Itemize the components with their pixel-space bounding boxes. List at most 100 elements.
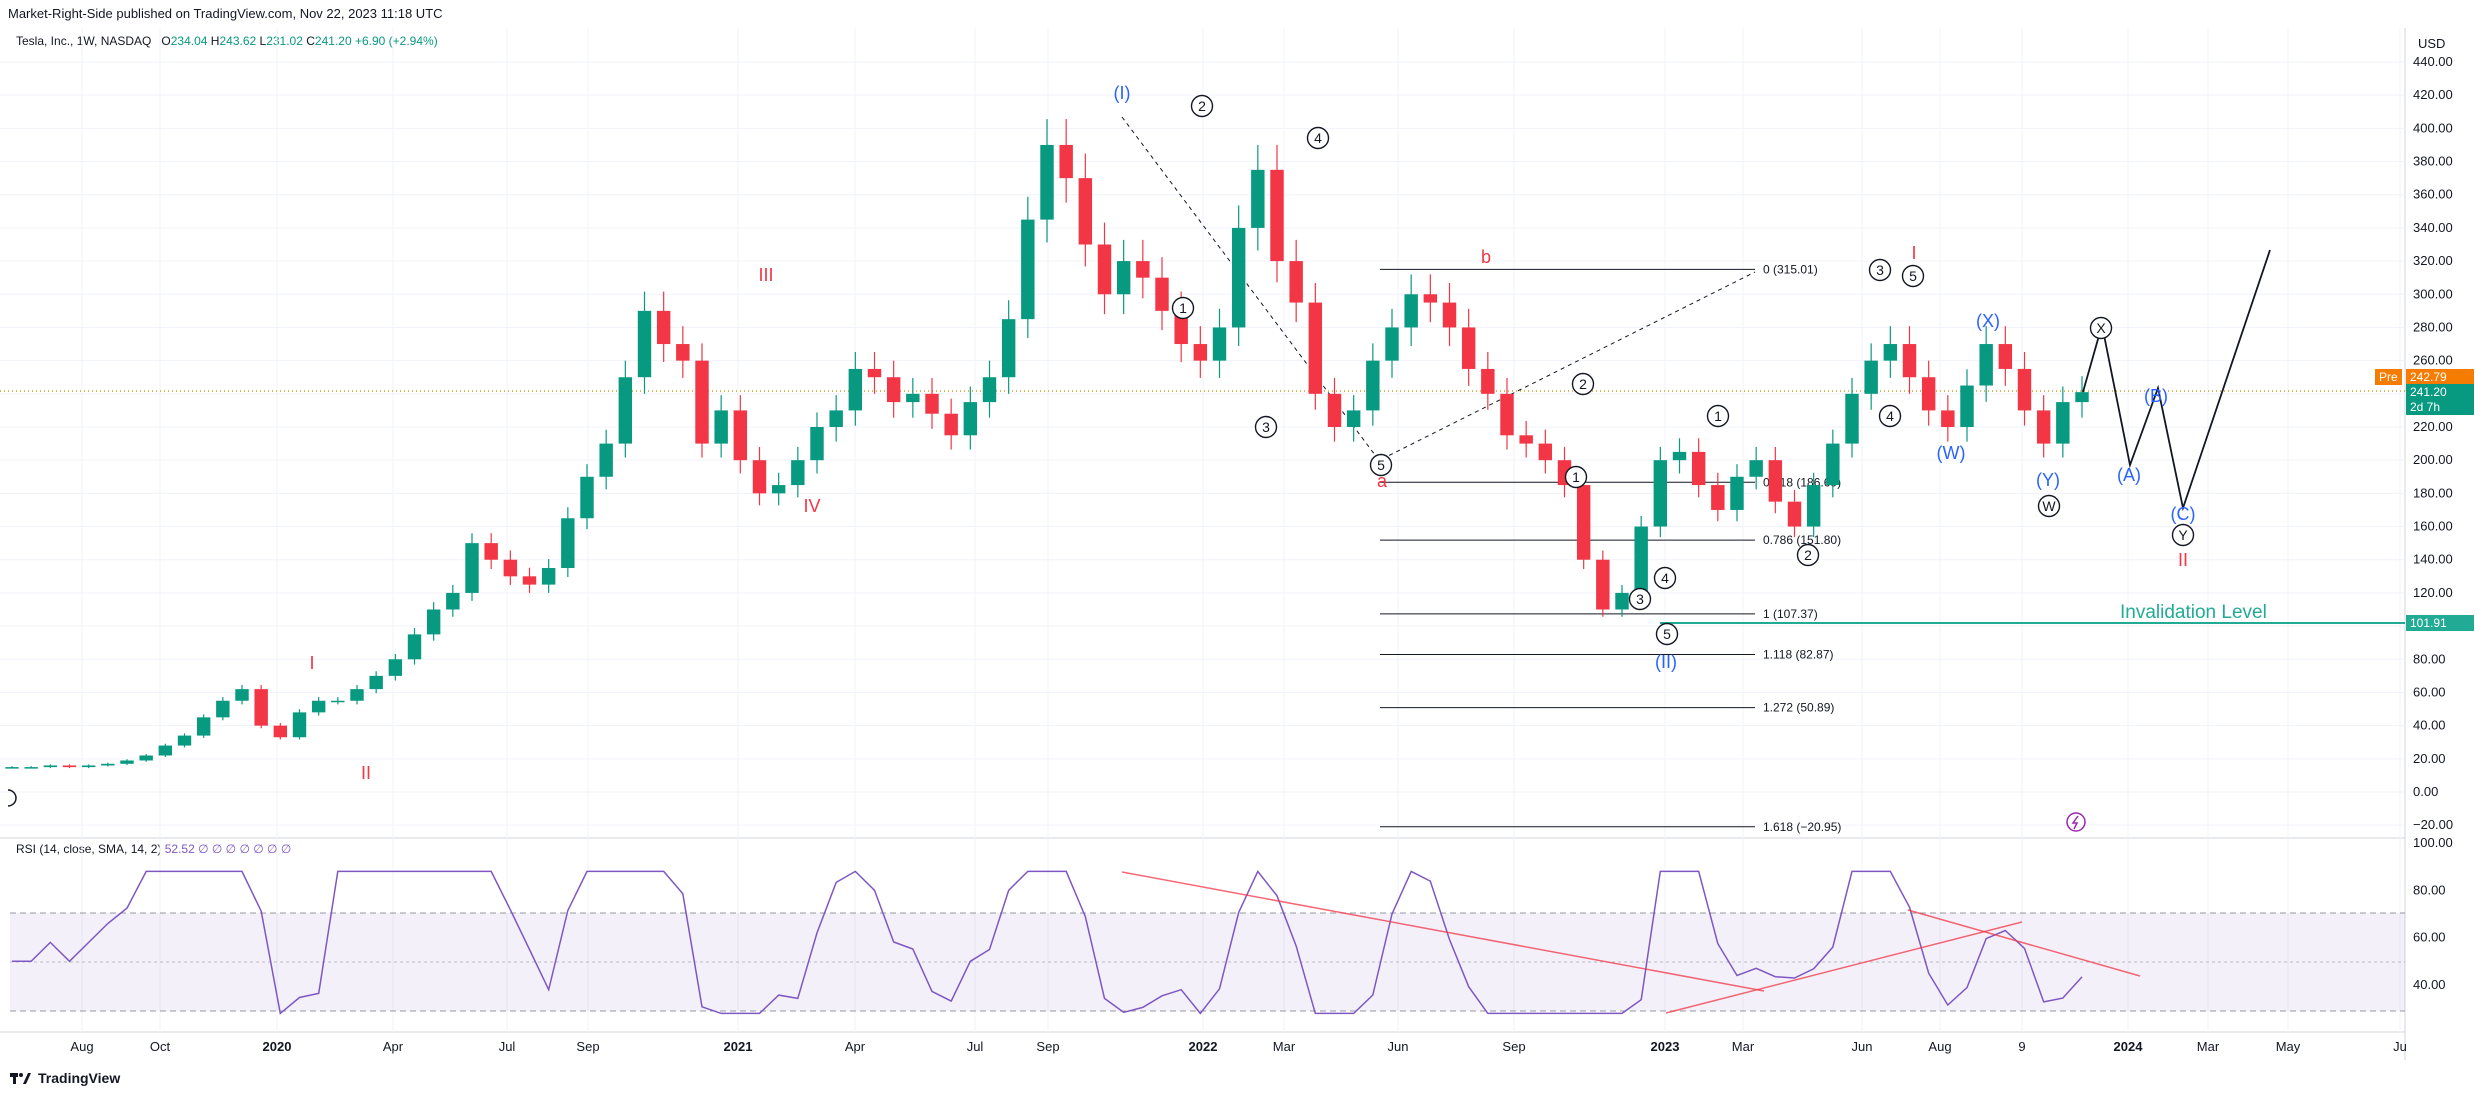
- candle-body: [1538, 443, 1553, 461]
- fibonacci-extension[interactable]: 0 (315.01) 0.618 (186.69) 0.786 (151.80) 1 …: [1380, 262, 1841, 834]
- candle-body: [1596, 559, 1610, 610]
- price-tick-label: 420.00: [2413, 87, 2453, 102]
- high-label: H: [210, 34, 220, 48]
- candle-body: [81, 765, 96, 768]
- candle-body: [982, 377, 997, 403]
- candle-body: [1040, 144, 1054, 220]
- time-tick-label: 2023: [1651, 1039, 1680, 1054]
- candle-body: [714, 410, 728, 444]
- rsi-line: [12, 869, 2083, 1015]
- time-tick-label: Mar: [2197, 1039, 2220, 1054]
- symbol-title: Tesla, Inc., 1W, NASDAQ: [16, 34, 152, 48]
- candle-body: [62, 765, 77, 768]
- circled-wave-marker: [2089, 316, 2113, 340]
- candle-body: [1097, 244, 1112, 295]
- candle-body: [350, 689, 364, 701]
- candle-body: [1653, 460, 1668, 527]
- circled-wave-label: 3: [1876, 262, 1884, 278]
- rsi-tick-label: 60.00: [2413, 930, 2446, 945]
- time-tick-label: Jun: [1852, 1039, 1873, 1054]
- wave-label-blue: (II): [1655, 652, 1677, 672]
- time-axis[interactable]: Aug Oct 2020 Apr Jul Sep 2021 Apr Jul Sep 2022 Mar J…: [70, 1039, 2406, 1054]
- candle-body: [139, 755, 153, 761]
- circled-wave-label: 1: [1572, 469, 1580, 485]
- candle-body: [829, 410, 843, 427]
- change-value: +6.90 (+2.94%): [354, 34, 438, 48]
- tradingview-logo[interactable]: TradingView: [10, 1070, 120, 1086]
- fib-trend-line: [1381, 271, 1756, 460]
- rsi-tick-label: 40.00: [2413, 977, 2446, 992]
- candle-body: [1442, 302, 1457, 328]
- price-tick-label: 280.00: [2413, 319, 2453, 334]
- candle-body: [1902, 344, 1917, 378]
- candle-body: [1481, 368, 1495, 394]
- candle-body: [1423, 294, 1438, 303]
- fib-level-label: 1.272 (50.89): [1763, 701, 1834, 715]
- wave-label-blue: (I): [1114, 83, 1131, 103]
- circled-wave-marker: [1868, 258, 1892, 282]
- candle-body: [1864, 360, 1878, 394]
- candle-body: [1711, 485, 1725, 510]
- candle-body: [43, 765, 58, 768]
- time-tick-label: Jun: [1388, 1039, 1409, 1054]
- candle-body: [1021, 219, 1035, 320]
- brand-label: TradingView: [38, 1070, 121, 1086]
- countdown-tag: 2d 7h: [2406, 399, 2474, 415]
- wave-label-red: IV: [803, 496, 820, 516]
- candle-body: [1806, 485, 1821, 527]
- candle-body: [2056, 402, 2070, 444]
- left-arrow-icon[interactable]: [7, 789, 17, 807]
- publisher-caption: Market-Right-Side published on TradingVi…: [8, 6, 443, 21]
- price-tick-label: 40.00: [2413, 718, 2446, 733]
- candle-body: [1730, 476, 1744, 510]
- wave-label-red: II: [361, 763, 371, 783]
- fib-level-label: 1.618 (−20.95): [1763, 820, 1841, 834]
- candle-body: [1998, 344, 2013, 369]
- circled-wave-marker: [1369, 453, 1393, 477]
- wave-label-red: a: [1377, 471, 1388, 491]
- rsi-axis[interactable]: 100.00 80.00 60.00 40.00: [2413, 835, 2453, 992]
- price-tick-label: 60.00: [2413, 684, 2446, 699]
- candle-body: [1461, 327, 1476, 369]
- candle-body: [2036, 410, 2051, 444]
- candle-body: [120, 760, 134, 764]
- candle-body: [1059, 144, 1073, 179]
- candle-body: [1979, 344, 1993, 386]
- invalidation-label: Invalidation Level: [2120, 602, 2267, 623]
- rsi-legend[interactable]: RSI (14, close, SMA, 14, 2) 52.52 ∅ ∅ ∅ …: [16, 842, 291, 856]
- rsi-na-values: ∅ ∅ ∅ ∅ ∅ ∅ ∅: [198, 842, 292, 856]
- candle-body: [1672, 451, 1687, 461]
- price-tick-label: 120.00: [2413, 585, 2453, 600]
- time-tick-label: Aug: [70, 1039, 93, 1054]
- wave-label-red: I: [309, 653, 314, 673]
- time-tick-label: 2021: [724, 1039, 753, 1054]
- circled-wave-marker: [1628, 587, 1652, 611]
- lightning-icon[interactable]: [2066, 812, 2086, 832]
- candle-body: [369, 675, 383, 690]
- candle-body: [1576, 485, 1591, 560]
- price-axis[interactable]: 440.00 420.00 400.00 380.00 360.00 340.00 320.…: [2413, 54, 2453, 832]
- candle-body: [1883, 344, 1898, 361]
- circled-wave-label: 1: [1714, 408, 1722, 424]
- price-tick-label: 160.00: [2413, 519, 2453, 534]
- circled-wave-marker: [1254, 415, 1278, 439]
- candle-body: [541, 568, 556, 585]
- open-value: 234.04: [170, 34, 208, 48]
- currency-label: USD: [2418, 36, 2445, 51]
- candle-body: [1519, 435, 1533, 444]
- circled-wave-label: 2: [1804, 547, 1812, 563]
- circled-wave-label: 5: [1377, 457, 1385, 473]
- pre-market-price: 242.79: [2406, 369, 2474, 385]
- candle-body: [1845, 393, 1859, 444]
- candle-body: [1327, 393, 1342, 427]
- candle-body: [867, 368, 882, 378]
- candle-body: [1366, 360, 1380, 411]
- time-tick-label: 2020: [263, 1039, 292, 1054]
- price-tick-label: 200.00: [2413, 452, 2453, 467]
- wave-label-blue: (X): [1976, 311, 2000, 331]
- symbol-legend[interactable]: Tesla, Inc., 1W, NASDAQ O234.04 H243.62 …: [16, 34, 438, 48]
- circled-wave-label: 3: [1262, 419, 1270, 435]
- candle-body: [1116, 261, 1131, 295]
- circled-wave-marker: [1564, 465, 1588, 489]
